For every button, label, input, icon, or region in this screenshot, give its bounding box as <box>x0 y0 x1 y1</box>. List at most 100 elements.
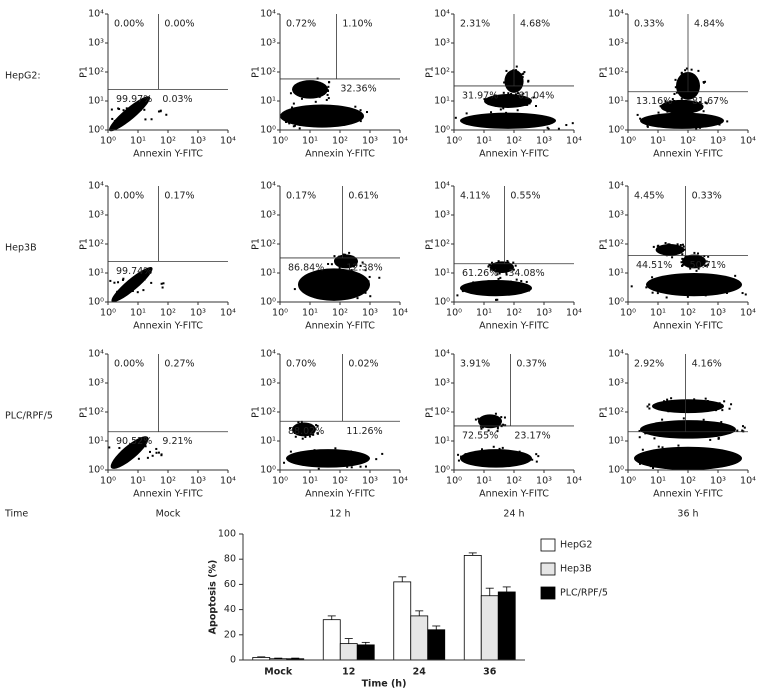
cell-speck <box>322 92 325 95</box>
y-tick-label: 10² <box>260 67 276 78</box>
bar <box>427 629 446 661</box>
cell-speck <box>651 291 654 294</box>
cell-speck <box>130 107 133 110</box>
cell-speck <box>144 118 147 121</box>
cell-speck <box>644 432 647 435</box>
cell-speck <box>159 109 162 112</box>
cell-speck <box>294 431 297 434</box>
cell-speck <box>687 101 690 104</box>
cell-speck <box>736 429 739 432</box>
y-tick-label: 10³ <box>88 378 104 389</box>
cell-speck <box>122 109 125 112</box>
cell-speck <box>148 450 151 453</box>
cell-speck <box>293 288 296 291</box>
x-tick-label: 10² <box>332 136 348 147</box>
x-tick-label: 36 <box>483 667 497 678</box>
cell-speck <box>457 453 460 456</box>
cell-speck <box>490 267 493 270</box>
cell-speck <box>294 84 297 87</box>
cell-speck <box>520 280 523 283</box>
cell-speck <box>663 400 666 403</box>
y-tick-label: 10³ <box>260 210 276 221</box>
x-tick-label: 10³ <box>362 308 378 319</box>
cell-speck <box>300 286 303 289</box>
cell-speck <box>525 280 528 283</box>
y-axis-label: P1 <box>251 238 262 250</box>
cell-cloud <box>460 112 556 129</box>
cell-speck <box>505 69 508 72</box>
y-tick-label: 40 <box>224 604 236 615</box>
y-tick-label: 10³ <box>608 378 624 389</box>
cell-speck <box>289 92 292 95</box>
cell-speck <box>672 244 675 247</box>
x-axis-label: Annexin Y-FITC <box>479 489 549 500</box>
cell-speck <box>301 437 304 440</box>
cell-speck <box>335 261 338 264</box>
cell-speck <box>681 95 684 98</box>
cell-speck <box>665 245 668 248</box>
cell-speck <box>700 106 703 109</box>
cell-speck <box>697 69 700 72</box>
time-label: Time <box>4 509 28 520</box>
cell-speck <box>160 453 163 456</box>
x-tick-label: 10¹ <box>650 136 666 147</box>
cell-speck <box>136 291 139 294</box>
cell-speck <box>689 267 692 270</box>
y-tick-label: 10¹ <box>88 96 104 107</box>
cell-speck <box>313 449 316 452</box>
quadrant-label: 11.26% <box>346 426 382 437</box>
cell-speck <box>509 280 512 283</box>
quadrant-label: 0.00% <box>114 19 144 30</box>
cell-speck <box>718 123 721 126</box>
cell-speck <box>316 424 319 427</box>
quadrant-label: 0.61% <box>348 191 378 202</box>
y-tick-label: 10³ <box>608 38 624 49</box>
cell-speck <box>500 416 503 419</box>
cell-speck <box>350 450 353 453</box>
cell-speck <box>150 281 153 284</box>
x-tick-label: 10⁰ <box>100 136 116 147</box>
quadrant-label: 0.55% <box>510 191 540 202</box>
column-label: Mock <box>156 509 181 520</box>
cell-speck <box>659 105 662 108</box>
cell-speck <box>680 97 683 100</box>
cell-speck <box>289 427 292 430</box>
cell-speck <box>674 86 677 89</box>
y-tick-label: 10⁴ <box>434 349 450 360</box>
y-tick-label: 10³ <box>260 38 276 49</box>
cell-speck <box>110 108 113 111</box>
cell-cloud <box>111 267 153 303</box>
y-tick-label: 10³ <box>434 378 450 389</box>
x-axis-label: Annexin Y-FITC <box>305 149 375 160</box>
cell-speck <box>668 113 671 116</box>
cell-speck <box>638 429 641 432</box>
cell-speck <box>356 297 359 300</box>
cell-speck <box>557 127 560 130</box>
cell-speck <box>671 256 674 259</box>
cell-speck <box>151 454 154 457</box>
y-tick-label: 10¹ <box>260 268 276 279</box>
cell-speck <box>294 435 297 438</box>
cell-speck <box>725 291 728 294</box>
quadrant-label: 2.31% <box>460 19 490 30</box>
cell-speck <box>118 108 121 111</box>
cell-speck <box>706 400 709 403</box>
y-axis-label: P1 <box>599 406 610 418</box>
cell-speck <box>496 298 499 301</box>
cell-speck <box>657 111 660 114</box>
y-tick-label: 10² <box>608 239 624 250</box>
cell-speck <box>517 282 520 285</box>
y-tick-label: 10⁴ <box>88 9 104 20</box>
y-tick-label: 10⁴ <box>260 349 276 360</box>
x-tick-label: 10³ <box>190 136 206 147</box>
x-tick-label: 10⁰ <box>272 308 288 319</box>
cell-speck <box>508 95 511 98</box>
cell-speck <box>676 243 679 246</box>
cell-speck <box>314 100 317 103</box>
cell-speck <box>359 465 362 468</box>
cell-speck <box>684 256 687 259</box>
cell-speck <box>653 288 656 291</box>
cell-speck <box>514 93 517 96</box>
cell-speck <box>505 111 508 114</box>
cell-speck <box>529 287 532 290</box>
